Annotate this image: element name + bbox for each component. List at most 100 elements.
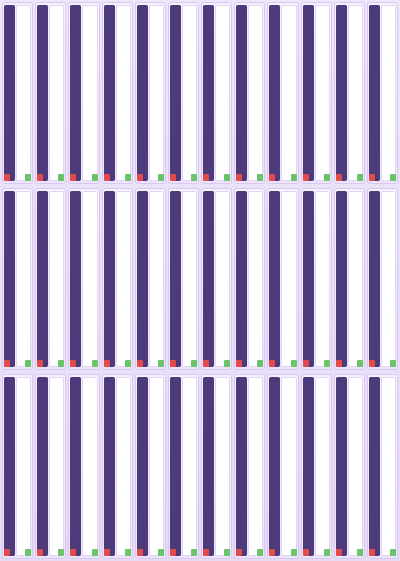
series-title	[181, 191, 198, 367]
series-title	[215, 377, 231, 556]
title-entry[interactable]	[101, 374, 133, 559]
title-entry[interactable]	[35, 188, 67, 370]
title-entry[interactable]	[333, 2, 365, 184]
series-title	[281, 377, 297, 556]
volume-badge-icon	[390, 549, 397, 556]
title-entry[interactable]	[35, 2, 67, 184]
series-title	[181, 5, 198, 181]
series-title	[281, 191, 297, 367]
title-entry[interactable]	[234, 188, 266, 370]
title-entry[interactable]	[300, 188, 332, 370]
new-badge-icon	[236, 360, 243, 367]
title-entry[interactable]	[267, 374, 299, 559]
series-title	[314, 5, 330, 181]
title-entry[interactable]	[300, 2, 332, 184]
title-entry[interactable]	[167, 2, 200, 184]
title-entry[interactable]	[35, 374, 67, 559]
title-entry[interactable]	[201, 374, 233, 559]
title-entry[interactable]	[134, 374, 166, 559]
new-badge-icon	[302, 360, 309, 367]
new-badge-icon	[335, 174, 342, 181]
title-entry[interactable]	[134, 188, 166, 370]
author-name	[368, 191, 380, 367]
new-badge-icon	[4, 549, 10, 556]
title-entry[interactable]	[300, 374, 332, 559]
series-title	[380, 191, 397, 367]
title-entry[interactable]	[68, 2, 100, 184]
volume-badge-icon	[191, 174, 198, 181]
series-title	[82, 5, 98, 181]
new-badge-icon	[136, 174, 143, 181]
author-name	[302, 191, 314, 367]
author-name	[70, 377, 82, 556]
title-entry[interactable]	[234, 2, 266, 184]
new-badge-icon	[236, 174, 243, 181]
series-title	[248, 377, 264, 556]
new-badge-icon	[368, 549, 375, 556]
author-name	[236, 377, 248, 556]
new-badge-icon	[203, 360, 210, 367]
volume-badge-icon	[191, 360, 198, 367]
title-entry[interactable]	[201, 188, 233, 370]
author-name	[269, 377, 281, 556]
volume-badge-icon	[257, 360, 264, 367]
new-badge-icon	[169, 360, 176, 367]
volume-badge-icon	[323, 549, 330, 556]
new-badge-icon	[103, 549, 110, 556]
series-title	[16, 5, 32, 181]
title-entry[interactable]	[2, 374, 34, 559]
volume-badge-icon	[124, 174, 131, 181]
new-badge-icon	[70, 549, 77, 556]
new-badge-icon	[368, 360, 375, 367]
title-entry[interactable]	[167, 374, 200, 559]
author-name	[70, 191, 82, 367]
title-entry[interactable]	[366, 374, 399, 559]
title-entry[interactable]	[234, 374, 266, 559]
title-entry[interactable]	[101, 2, 133, 184]
title-entry[interactable]	[366, 2, 399, 184]
new-badge-icon	[136, 360, 143, 367]
new-badge-icon	[269, 174, 276, 181]
volume-badge-icon	[25, 360, 32, 367]
title-row-2	[2, 188, 399, 370]
new-badge-icon	[236, 549, 243, 556]
title-entry[interactable]	[68, 188, 100, 370]
author-name	[236, 5, 248, 181]
new-badge-icon	[169, 174, 176, 181]
title-entry[interactable]	[167, 188, 200, 370]
series-title	[49, 377, 65, 556]
title-entry[interactable]	[68, 374, 100, 559]
series-title	[380, 377, 397, 556]
series-title	[347, 5, 363, 181]
volume-badge-icon	[58, 549, 65, 556]
series-title	[82, 191, 98, 367]
author-name	[169, 377, 181, 556]
title-entry[interactable]	[267, 2, 299, 184]
new-badge-icon	[37, 360, 44, 367]
title-entry[interactable]	[2, 2, 34, 184]
new-badge-icon	[70, 174, 77, 181]
series-title	[314, 191, 330, 367]
volume-badge-icon	[91, 360, 98, 367]
new-badge-icon	[37, 174, 44, 181]
title-entry[interactable]	[267, 188, 299, 370]
title-entry[interactable]	[201, 2, 233, 184]
volume-badge-icon	[58, 360, 65, 367]
title-entry[interactable]	[2, 188, 34, 370]
title-entry[interactable]	[134, 2, 166, 184]
author-name	[103, 191, 115, 367]
title-entry[interactable]	[366, 188, 399, 370]
new-badge-icon	[269, 360, 276, 367]
title-entry[interactable]	[333, 374, 365, 559]
author-name	[103, 377, 115, 556]
volume-badge-icon	[224, 360, 231, 367]
title-entry[interactable]	[101, 188, 133, 370]
new-badge-icon	[269, 549, 276, 556]
title-entry[interactable]	[333, 188, 365, 370]
volume-badge-icon	[25, 549, 32, 556]
author-name	[37, 5, 49, 181]
series-title	[347, 191, 363, 367]
series-title	[49, 191, 65, 367]
series-title	[380, 5, 397, 181]
